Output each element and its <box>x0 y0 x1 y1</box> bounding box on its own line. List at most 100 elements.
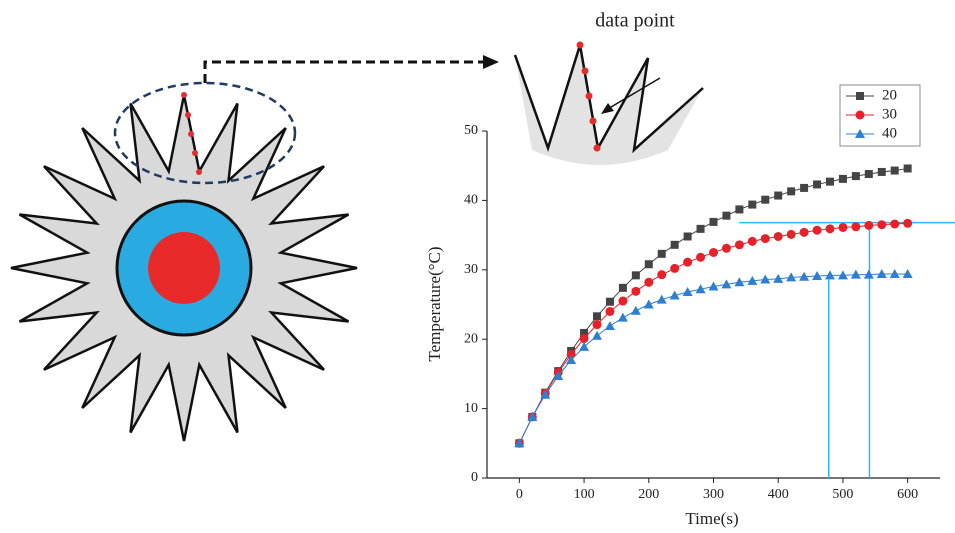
y-axis-label: Temperature(°C) <box>425 246 444 361</box>
marker-triangle <box>863 269 874 279</box>
marker-triangle <box>630 305 641 315</box>
marker-triangle <box>592 330 603 340</box>
marker-triangle <box>579 341 590 351</box>
marker-triangle <box>669 290 680 300</box>
marker-circle <box>709 247 718 257</box>
inset-points <box>576 41 601 152</box>
marker-square <box>851 172 860 181</box>
marker-triangle <box>812 271 823 281</box>
marker-circle <box>855 110 865 120</box>
marker-square <box>618 283 627 292</box>
marker-triangle <box>553 370 564 380</box>
marker-square <box>580 328 589 337</box>
y-tick-label: 0 <box>471 470 478 485</box>
marker-circle <box>566 349 576 359</box>
marker-square <box>593 312 602 321</box>
marker-triangle <box>855 129 865 138</box>
fin-points <box>181 92 202 175</box>
marker-triangle <box>708 281 719 291</box>
series-line <box>518 167 908 444</box>
marker-square <box>722 211 731 220</box>
marker-triangle <box>747 275 758 285</box>
marker-circle <box>631 286 641 296</box>
marker-triangle <box>799 271 810 281</box>
marker-circle <box>864 220 874 230</box>
x-tick-label: 500 <box>832 487 853 502</box>
marker-square <box>877 167 886 176</box>
marker-triangle <box>643 299 654 309</box>
legend-label: 40 <box>882 125 897 141</box>
marker-triangle <box>540 389 551 399</box>
marker-circle <box>838 222 848 232</box>
zoom-ellipse <box>113 81 297 185</box>
marker-triangle <box>824 270 835 280</box>
marker-circle <box>670 263 680 273</box>
marker-square <box>735 205 744 214</box>
y-tick-label: 10 <box>464 401 478 416</box>
marker-square <box>890 166 899 175</box>
marker-circle <box>851 222 861 232</box>
marker-circle <box>890 219 900 229</box>
marker-square <box>657 249 666 258</box>
marker-triangle <box>527 411 538 421</box>
marker-circle <box>721 243 731 253</box>
marker-triangle <box>889 268 900 278</box>
series-line <box>518 273 908 444</box>
marker-square <box>774 191 783 200</box>
marker-triangle <box>786 272 797 282</box>
marker-square <box>864 170 873 179</box>
marker-triangle <box>566 355 577 365</box>
marker-circle <box>877 220 887 230</box>
marker-triangle <box>773 273 784 283</box>
marker-square <box>683 232 692 241</box>
marker-square <box>670 240 679 249</box>
marker-square <box>825 177 834 186</box>
marker-circle <box>605 306 615 316</box>
marker-circle <box>773 231 783 241</box>
marker-square <box>644 260 653 269</box>
marker-circle <box>786 229 796 239</box>
marker-circle <box>683 257 693 267</box>
marker-square <box>903 164 912 173</box>
marker-circle <box>825 224 835 234</box>
marker-square <box>605 297 614 306</box>
marker-triangle <box>604 321 615 331</box>
zoom-arrow <box>203 60 485 83</box>
annotation-arrow-head <box>601 103 614 114</box>
marker-circle <box>812 225 822 235</box>
marker-circle <box>760 234 770 244</box>
marker-square <box>787 187 796 196</box>
marker-circle <box>799 227 809 237</box>
marker-circle <box>747 236 757 246</box>
y-tick-label: 40 <box>464 193 478 208</box>
annotation: data point <box>595 10 675 32</box>
marker-circle <box>644 277 654 287</box>
marker-triangle <box>514 438 525 448</box>
marker-triangle <box>721 279 732 289</box>
marker-square <box>748 200 757 209</box>
x-tick-label: 300 <box>703 487 724 502</box>
y-tick-label: 20 <box>464 331 478 346</box>
marker-triangle <box>902 268 913 278</box>
marker-circle <box>734 240 744 250</box>
marker-square <box>761 195 770 204</box>
inner-circle <box>148 232 220 304</box>
x-axis-label: Time(s) <box>685 509 738 528</box>
marker-circle <box>696 252 706 262</box>
marker-triangle <box>734 277 745 287</box>
marker-square <box>838 174 847 183</box>
marker-square <box>696 224 705 233</box>
marker-triangle <box>760 274 771 284</box>
marker-square <box>813 180 822 189</box>
marker-square <box>856 92 864 100</box>
marker-square <box>800 183 809 192</box>
legend-label: 30 <box>882 106 897 122</box>
marker-square <box>631 271 640 280</box>
marker-triangle <box>850 269 861 279</box>
legend-label: 20 <box>882 87 897 103</box>
x-tick-label: 200 <box>638 487 659 502</box>
y-tick-label: 50 <box>464 123 478 138</box>
marker-triangle <box>837 270 848 280</box>
